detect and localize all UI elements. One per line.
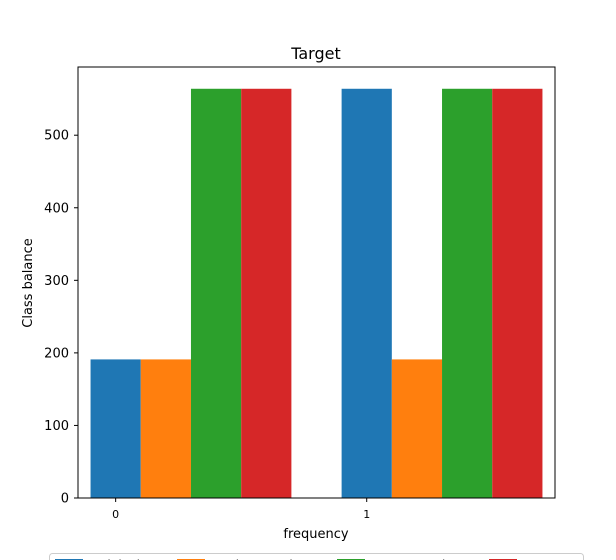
axes-frame: [77, 66, 556, 499]
legend: Original Under Sampl... Over Sampl... SMOTE: [49, 553, 584, 560]
y-axis: 0 100 200 300 400 500: [44, 129, 78, 507]
x-tick-label: 0: [112, 508, 119, 521]
bars-layer: [90, 88, 543, 499]
bar-under-sampl-1: [391, 359, 443, 498]
y-axis-label: Class balance: [21, 238, 36, 328]
bar-under-sampl-0: [140, 359, 191, 498]
y-tick-label: 200: [44, 346, 69, 361]
chart-title: Target: [290, 44, 341, 63]
y-tick-label: 300: [44, 274, 69, 289]
bar-smote-1: [492, 88, 543, 499]
legend-label-1: Under Sampl...: [215, 558, 304, 560]
bar-original-1: [341, 88, 392, 499]
legend-label-0: Original: [93, 558, 140, 560]
bar-original-0: [90, 359, 141, 498]
bar-smote-0: [241, 88, 292, 499]
y-tick-label: 500: [44, 129, 69, 144]
bar-over-sampl-1: [442, 88, 493, 499]
legend-frame: [49, 553, 584, 560]
y-tick-label: 0: [61, 492, 69, 507]
legend-label-3: SMOTE: [527, 558, 569, 560]
x-tick-label: 1: [363, 508, 370, 521]
y-tick-label: 100: [44, 419, 69, 434]
x-axis-label: frequency: [283, 527, 349, 542]
y-tick-label: 400: [44, 201, 69, 216]
bar-over-sampl-0: [190, 88, 242, 499]
legend-label-2: Over Sampl...: [375, 558, 457, 560]
